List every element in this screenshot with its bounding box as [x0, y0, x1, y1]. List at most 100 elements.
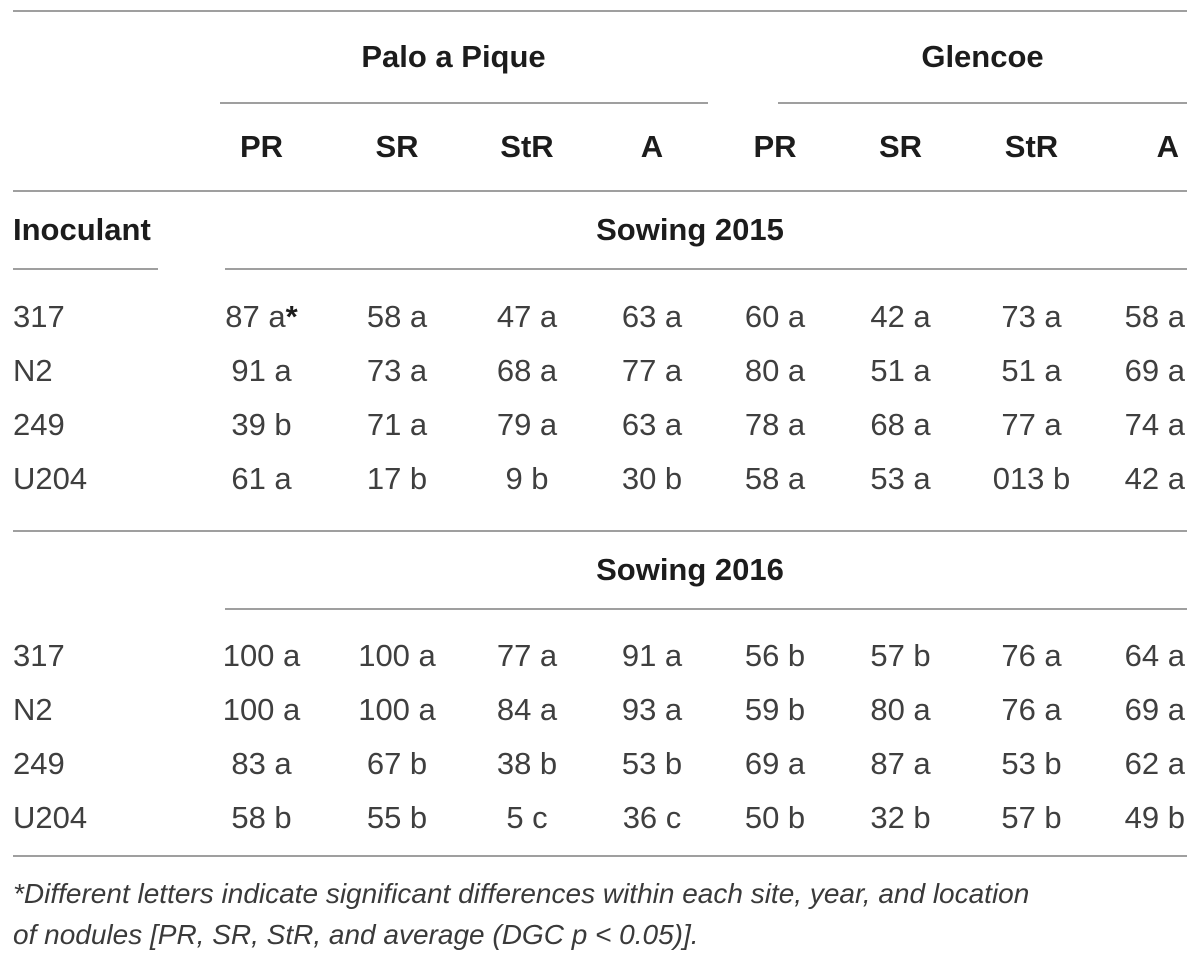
table-cell: 78 a — [744, 407, 806, 442]
column-header-str: StR — [500, 129, 554, 164]
column-header-pr: PR — [239, 129, 284, 164]
table-cell: 69 a — [1124, 692, 1185, 727]
section-title-sowing-2016: Sowing 2016 — [596, 552, 784, 587]
table-cell: 73 a — [1001, 299, 1062, 334]
site-header-glencoe: Glencoe — [921, 39, 1044, 74]
table-row: U204 61 a 17 b 9 b 30 b 58 a 53 a 013 b … — [13, 452, 1187, 506]
column-header-sr: SR — [375, 129, 419, 164]
table-cell: 64 a — [1124, 638, 1185, 673]
table-cell: 80 a — [744, 353, 806, 388]
spanner-rules-row — [13, 102, 1187, 104]
table-cell: 53 b — [1001, 746, 1062, 781]
table-cell: 013 b — [992, 461, 1071, 496]
table-cell: 51 a — [1001, 353, 1062, 388]
table-cell: 51 a — [870, 353, 931, 388]
footnote-line: *Different letters indicate significant … — [13, 878, 1030, 909]
table-cell: 69 a — [744, 746, 806, 781]
footnote-line: of nodules [PR, SR, StR, and average (DG… — [13, 919, 699, 950]
table-cell: 91 a — [231, 353, 292, 388]
column-header-pr: PR — [753, 129, 797, 164]
table-row: 317 100 a 100 a 77 a 91 a 56 b 57 b 76 a… — [13, 629, 1187, 683]
section-sowing-2016: 317 100 a 100 a 77 a 91 a 56 b 57 b 76 a… — [13, 610, 1187, 855]
table-cell: 100 a — [222, 692, 301, 727]
table-row: 249 39 b 71 a 79 a 63 a 78 a 68 a 77 a 7… — [13, 398, 1187, 452]
bottom-rule — [13, 855, 1187, 857]
top-rule — [13, 10, 1187, 12]
table-cell: 42 a — [1124, 461, 1185, 496]
table-cell: 63 a — [621, 299, 683, 334]
table-cell: 69 a — [1124, 353, 1185, 388]
row-header-inoculant: Inoculant — [13, 212, 151, 247]
table-cell: 53 a — [870, 461, 931, 496]
table-cell: 62 a — [1124, 746, 1185, 781]
table-footnote: *Different letters indicate significant … — [13, 873, 1187, 955]
table-cell: 79 a — [496, 407, 558, 442]
section-sowing-2015: 317 87 a* 58 a 47 a 63 a 60 a 42 a 73 a … — [13, 270, 1187, 530]
table-cell: 36 c — [622, 800, 682, 835]
row-label: U204 — [13, 461, 88, 496]
section-rules-row — [13, 608, 1187, 610]
row-label: 249 — [13, 746, 65, 781]
table-cell: 74 a — [1124, 407, 1185, 442]
table-cell: 47 a — [496, 299, 558, 334]
column-header-a: A — [1156, 129, 1179, 164]
table-cell: 57 b — [870, 638, 931, 673]
table-cell: 76 a — [1001, 692, 1062, 727]
table-cell: 71 a — [366, 407, 428, 442]
table-cell: 91 a — [621, 638, 683, 673]
section-header-row: Inoculant Sowing 2015 — [13, 192, 1187, 268]
row-label: U204 — [13, 800, 88, 835]
table-row: N2 100 a 100 a 84 a 93 a 59 b 80 a 76 a … — [13, 683, 1187, 737]
table-cell: 63 a — [621, 407, 683, 442]
table-cell: 58 a — [366, 299, 428, 334]
table-cell: 49 b — [1124, 800, 1185, 835]
section-rules-row — [13, 268, 1187, 270]
table-cell: 58 a — [1124, 299, 1185, 334]
table-cell: 5 c — [506, 800, 548, 835]
table-row: 317 87 a* 58 a 47 a 63 a 60 a 42 a 73 a … — [13, 290, 1187, 344]
table-cell: 59 b — [744, 692, 806, 727]
table-cell: 30 b — [621, 461, 683, 496]
section-rule — [225, 268, 1187, 270]
table-cell: 87 a* — [225, 299, 298, 334]
table-cell: 58 b — [231, 800, 292, 835]
table-row: U204 58 b 55 b 5 c 36 c 50 b 32 b 57 b 4… — [13, 791, 1187, 845]
column-header-row: PR SR StR A PR SR StR A — [13, 104, 1187, 190]
table-cell: 68 a — [496, 353, 558, 388]
table-cell: 61 a — [231, 461, 292, 496]
spanner-rule-right — [778, 102, 1187, 104]
table-cell: 83 a — [231, 746, 292, 781]
section-title-sowing-2015: Sowing 2015 — [596, 212, 784, 247]
column-header-sr: SR — [878, 129, 923, 164]
stub-rule — [13, 268, 158, 270]
row-label: 317 — [13, 638, 65, 673]
table-cell: 73 a — [366, 353, 428, 388]
table-cell: 67 b — [366, 746, 428, 781]
table-cell: 50 b — [744, 800, 806, 835]
site-header-row: Palo a Pique Glencoe — [13, 12, 1187, 102]
table-cell: 100 a — [358, 638, 436, 673]
header-rule — [13, 190, 1187, 192]
spanner-rule-left — [220, 102, 708, 104]
table-cell: 77 a — [621, 353, 683, 388]
table-cell: 76 a — [1001, 638, 1062, 673]
column-header-a: A — [640, 129, 664, 164]
row-label: N2 — [13, 692, 53, 727]
table-cell: 38 b — [496, 746, 558, 781]
table-cell: 55 b — [366, 800, 428, 835]
significance-marker: * — [285, 299, 298, 334]
table-cell: 32 b — [870, 800, 931, 835]
table-cell: 42 a — [870, 299, 931, 334]
table-cell: 93 a — [621, 692, 683, 727]
table-cell: 9 b — [505, 461, 549, 496]
table-cell: 77 a — [496, 638, 558, 673]
table-cell: 17 b — [366, 461, 428, 496]
section-header-row: Sowing 2016 — [13, 532, 1187, 608]
table-cell: 58 a — [744, 461, 806, 496]
section-divider-rule — [13, 530, 1187, 532]
table-cell: 39 b — [231, 407, 292, 442]
table-cell: 87 a — [870, 746, 931, 781]
table-cell: 57 b — [1001, 800, 1062, 835]
row-label: N2 — [13, 353, 53, 388]
